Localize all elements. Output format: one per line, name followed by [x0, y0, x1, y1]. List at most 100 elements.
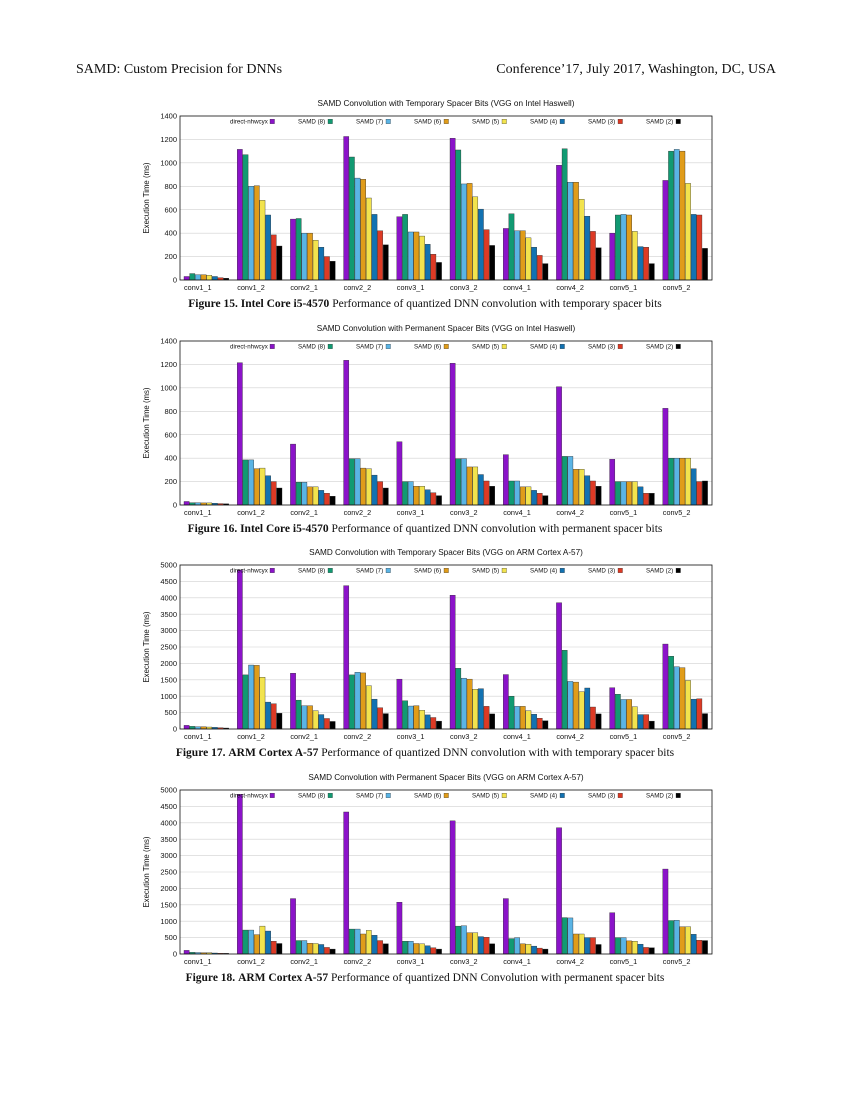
bar-samd-2-conv4_1: [542, 720, 549, 730]
bar-samd-5-conv5_1: [632, 941, 638, 955]
x-tick-label: conv4_2: [556, 957, 584, 966]
bar-direct-nhwcyx-conv4_2: [556, 165, 562, 281]
caption-text: Performance of quantized DNN Convolution…: [328, 972, 665, 984]
legend-entry-direct-nhwcyx: direct-nhwcyx: [230, 344, 269, 351]
y-tick-label: 0: [173, 276, 177, 285]
x-tick-label: conv2_2: [344, 732, 372, 741]
bar-samd-5-conv2_1: [312, 710, 319, 730]
bar-samd-7-conv3_1: [407, 941, 414, 955]
bar-samd-6-conv5_2: [679, 457, 686, 506]
bar-samd-4-conv1_2: [265, 930, 271, 955]
bar-samd-8-conv4_2: [561, 650, 568, 730]
bar-samd-5-conv3_2: [472, 196, 479, 281]
bar-samd-4-conv5_1: [637, 246, 644, 281]
legend-entry-direct-nhwcyx: direct-nhwcyx: [230, 568, 269, 575]
bar-samd-7-conv5_1: [620, 481, 627, 506]
bar-samd-6-conv2_2: [360, 467, 366, 506]
bar-samd-8-conv3_2: [455, 149, 462, 281]
bar-samd-3-conv4_1: [536, 947, 543, 955]
bar-samd-3-conv5_2: [696, 698, 703, 730]
bar-direct-nhwcyx-conv2_1: [290, 218, 296, 281]
bar-samd-4-conv4_1: [531, 945, 537, 955]
bar-samd-4-conv1_2: [265, 214, 271, 281]
bar-samd-7-conv1_2: [248, 664, 254, 730]
bar-samd-5-conv4_1: [525, 486, 532, 506]
chart-figure-16: SAMD Convolution with Permanent Spacer B…: [142, 324, 713, 517]
bar-samd-2-conv4_2: [595, 247, 602, 281]
bar-samd-7-conv3_2: [461, 677, 467, 730]
bar-samd-2-conv1_2: [276, 487, 283, 506]
running-head-left: SAMD: Custom Precision for DNNs: [76, 62, 283, 77]
bar-samd-5-conv4_2: [578, 198, 585, 281]
legend-entry-samd-2: SAMD (2): [646, 793, 673, 800]
x-tick-label: conv1_1: [184, 283, 212, 292]
bar-direct-nhwcyx-conv3_1: [396, 902, 403, 955]
bar-samd-2-conv4_2: [595, 486, 602, 506]
bar-samd-8-conv1_2: [242, 154, 249, 281]
bar-samd-2-conv5_1: [648, 947, 655, 955]
legend-swatch-samd-5: [501, 119, 507, 124]
bar-samd-4-conv2_2: [371, 698, 378, 730]
bar-samd-5-conv3_1: [419, 235, 425, 281]
legend-swatch-samd-8: [327, 119, 333, 124]
x-tick-label: conv1_1: [184, 508, 212, 517]
bar-samd-4-conv4_2: [584, 687, 591, 730]
bar-samd-7-conv3_2: [461, 183, 467, 281]
bar-samd-6-conv4_1: [519, 943, 526, 955]
bar-samd-5-conv5_2: [685, 680, 691, 730]
bar-samd-6-conv5_2: [679, 926, 686, 955]
bar-samd-3-conv2_1: [324, 718, 330, 730]
bar-samd-7-conv2_1: [301, 940, 308, 955]
y-tick-label: 1500: [160, 675, 177, 684]
x-tick-label: conv5_1: [610, 957, 638, 966]
caption-figure-16: Figure 16. Intel Core i5-4570 Performanc…: [0, 523, 850, 535]
bar-direct-nhwcyx-conv4_1: [503, 674, 509, 730]
y-tick-label: 3500: [160, 835, 177, 844]
bar-samd-4-conv4_2: [584, 937, 591, 955]
bar-samd-8-conv2_1: [295, 940, 302, 955]
bar-samd-8-conv1_2: [242, 459, 249, 506]
legend-entry-samd-4: SAMD (4): [530, 344, 557, 351]
caption-label: Figure 18.: [185, 972, 236, 984]
y-axis-label: Execution Time (ms): [142, 836, 151, 907]
bar-samd-6-conv3_1: [413, 705, 420, 730]
bar-samd-8-conv4_2: [561, 917, 568, 955]
bar-direct-nhwcyx-conv2_2: [343, 585, 350, 730]
bar-samd-8-conv5_2: [668, 656, 674, 730]
bar-samd-3-conv5_2: [696, 940, 703, 955]
bar-samd-3-conv3_1: [430, 717, 437, 730]
bar-samd-6-conv5_1: [626, 214, 632, 281]
bar-samd-7-conv2_2: [354, 177, 361, 281]
legend-entry-samd-8: SAMD (8): [298, 793, 325, 800]
bar-direct-nhwcyx-conv4_2: [556, 827, 562, 955]
y-tick-label: 2500: [160, 868, 177, 877]
bar-samd-5-conv2_2: [366, 197, 372, 281]
bar-samd-3-conv3_1: [430, 254, 437, 281]
bar-samd-5-conv5_2: [685, 183, 691, 281]
bar-direct-nhwcyx-conv3_2: [449, 138, 456, 281]
x-tick-label: conv5_2: [663, 508, 691, 517]
bar-samd-2-conv5_1: [648, 493, 655, 506]
bar-samd-8-conv4_1: [508, 480, 515, 506]
bar-samd-5-conv5_1: [632, 481, 638, 506]
bar-samd-2-conv4_1: [542, 495, 549, 506]
x-tick-label: conv2_1: [290, 957, 318, 966]
bar-samd-8-conv5_1: [615, 481, 621, 506]
x-tick-label: conv2_1: [290, 508, 318, 517]
x-tick-label: conv3_1: [397, 283, 425, 292]
caption-text: Performance of quantized DNN convolution…: [328, 523, 663, 535]
bar-samd-5-conv5_2: [685, 926, 691, 955]
legend-entry-samd-6: SAMD (6): [414, 568, 441, 575]
legend-entry-samd-3: SAMD (3): [588, 793, 615, 800]
chart-figure-17: SAMD Convolution with Temporary Spacer B…: [142, 548, 713, 741]
legend-entry-samd-3: SAMD (3): [588, 119, 615, 126]
bar-direct-nhwcyx-conv1_1: [183, 950, 190, 955]
bar-samd-6-conv1_2: [253, 468, 260, 506]
bar-samd-7-conv5_2: [673, 149, 680, 281]
x-tick-label: conv3_1: [397, 508, 425, 517]
bar-samd-8-conv3_2: [455, 668, 462, 730]
bar-samd-6-conv5_2: [679, 667, 686, 730]
legend-entry-samd-5: SAMD (5): [472, 568, 499, 575]
bar-samd-4-conv2_2: [371, 214, 378, 281]
